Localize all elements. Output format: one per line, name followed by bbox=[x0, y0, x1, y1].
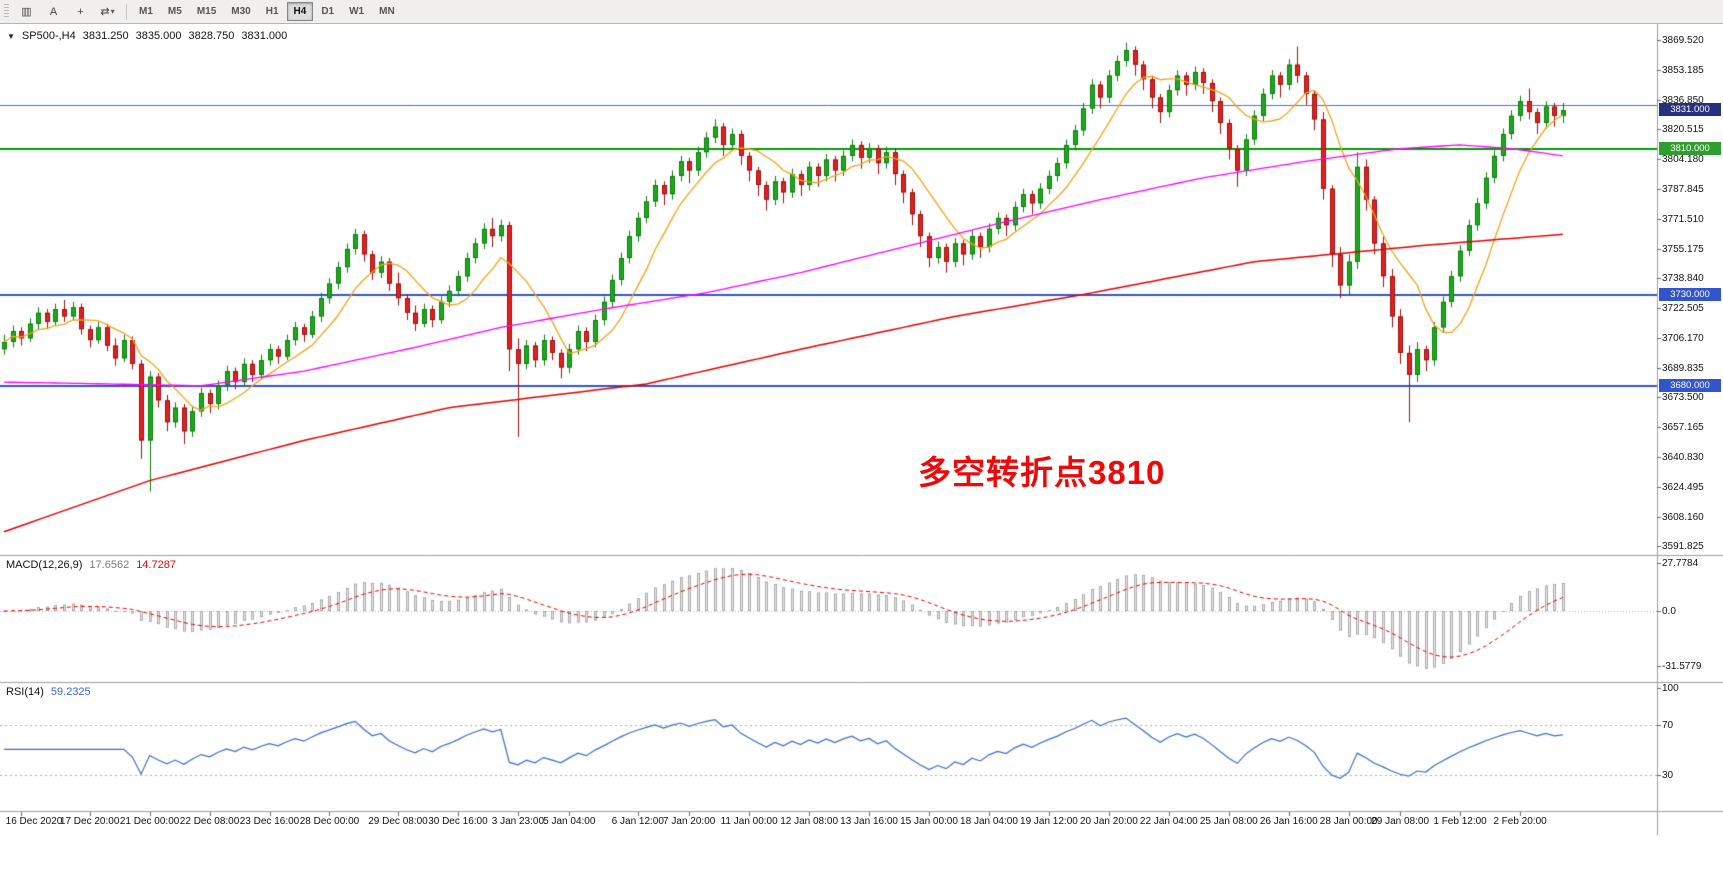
timeframe-m5-button[interactable]: M5 bbox=[167, 6, 182, 17]
chevron-down-icon: ▾ bbox=[110, 7, 115, 16]
cycle-icon: ⇄ bbox=[100, 6, 110, 18]
terminal-toolbar: ▥ A + ⇄ ▾ M1 M5 M15 M30 H1 H4 D1 W1 MN bbox=[0, 0, 1723, 24]
crosshair-icon: + bbox=[77, 5, 84, 18]
toolbar-grip[interactable] bbox=[4, 4, 9, 19]
toolbar-separator bbox=[126, 3, 127, 20]
timeframe-h4-button[interactable]: H4 bbox=[286, 2, 314, 21]
timeframe-mn-button[interactable]: MN bbox=[379, 6, 395, 17]
timeframe-m1-button[interactable]: M1 bbox=[139, 6, 153, 17]
crosshair-button[interactable]: + bbox=[67, 1, 94, 22]
timeframe-m30-button[interactable]: M30 bbox=[231, 6, 251, 17]
bar-chart-icon: ▥ bbox=[21, 6, 32, 18]
text-tool-icon: A bbox=[49, 5, 58, 18]
timeframe-group: M1 M5 M15 M30 H1 H4 D1 W1 MN bbox=[132, 2, 402, 21]
timeframe-d1-button[interactable]: D1 bbox=[321, 6, 335, 17]
timeframe-m15-button[interactable]: M15 bbox=[196, 6, 217, 17]
text-annotation-button[interactable]: A bbox=[40, 1, 67, 22]
chart-type-button[interactable]: ▥ bbox=[13, 1, 40, 22]
timeframe-w1-button[interactable]: W1 bbox=[349, 6, 365, 17]
timeframe-h1-button[interactable]: H1 bbox=[265, 6, 279, 17]
cycle-symbols-button[interactable]: ⇄ ▾ bbox=[94, 1, 121, 22]
